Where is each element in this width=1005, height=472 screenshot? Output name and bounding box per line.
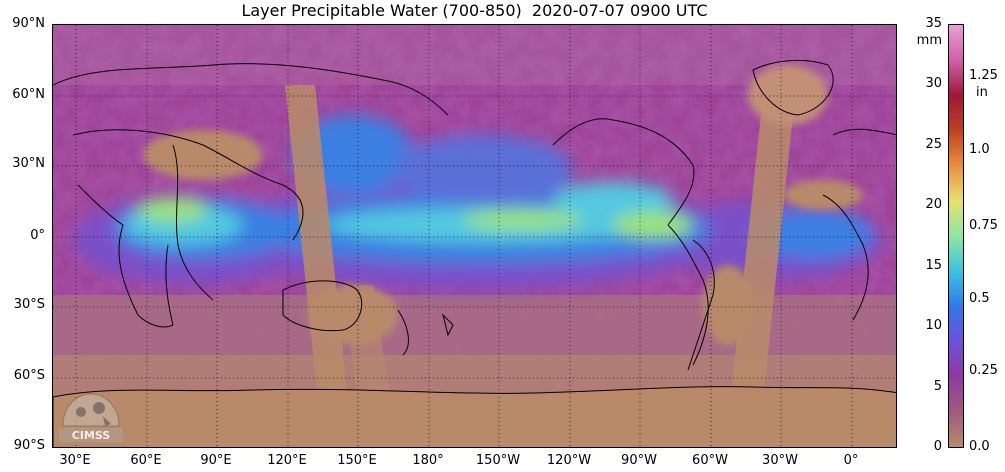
lon-label-60e: 60°E <box>130 453 162 468</box>
chart-title: Layer Precipitable Water (700-850) 2020-… <box>241 1 708 20</box>
cb-mm-0: 0 <box>933 439 942 454</box>
lon-label-180: 180° <box>412 453 444 468</box>
lon-label-60w: 60°W <box>692 453 728 468</box>
lon-label-90e: 90°E <box>200 453 232 468</box>
cb-mm-15: 15 <box>925 258 942 273</box>
cb-in-1: 1.0 <box>969 142 990 157</box>
lon-label-30e: 30°E <box>59 453 91 468</box>
lon-label-0: 0° <box>843 453 859 468</box>
precipitable-water-map <box>52 24 897 448</box>
graticule <box>53 25 896 447</box>
cb-in-05: 0.5 <box>969 291 990 306</box>
cb-mm-25: 25 <box>925 137 942 152</box>
lat-label-30n: 30°N <box>12 156 45 171</box>
lon-label-150e: 150°E <box>337 453 377 468</box>
lon-label-120e: 120°E <box>267 453 307 468</box>
cb-mm-35: 35 <box>925 16 942 31</box>
lat-label-90s: 90°S <box>13 438 45 453</box>
cb-in-0: 0.0 <box>969 439 990 454</box>
cb-in-unit: in <box>976 85 988 100</box>
lat-label-90n: 90°N <box>12 16 45 31</box>
lon-label-120w: 120°W <box>546 453 592 468</box>
antarctica <box>53 386 896 447</box>
lat-label-60s: 60°S <box>13 368 45 383</box>
coastlines <box>53 60 896 371</box>
cimss-logo: CIMSS <box>55 388 127 444</box>
colorbar <box>948 24 964 448</box>
map-canvas <box>53 25 896 447</box>
cb-in-025: 0.25 <box>969 363 998 378</box>
cb-mm-5: 5 <box>933 379 942 394</box>
cb-mm-30: 30 <box>925 76 942 91</box>
lat-label-30s: 30°S <box>13 297 45 312</box>
lon-label-30w: 30°W <box>762 453 798 468</box>
dry-land <box>143 65 863 345</box>
logo-text: CIMSS <box>72 429 111 442</box>
lat-label-eq: 0° <box>30 228 45 243</box>
cb-in-125: 1.25 <box>969 68 998 83</box>
cb-in-075: 0.75 <box>969 218 998 233</box>
cb-mm-20: 20 <box>925 197 942 212</box>
cb-mm-10: 10 <box>925 318 942 333</box>
lon-label-150w: 150°W <box>475 453 521 468</box>
cb-mm-unit: mm <box>916 33 942 48</box>
cimss-logo-graphic: CIMSS <box>59 393 123 442</box>
lon-label-90w: 90°W <box>621 453 657 468</box>
lat-label-60n: 60°N <box>12 87 45 102</box>
